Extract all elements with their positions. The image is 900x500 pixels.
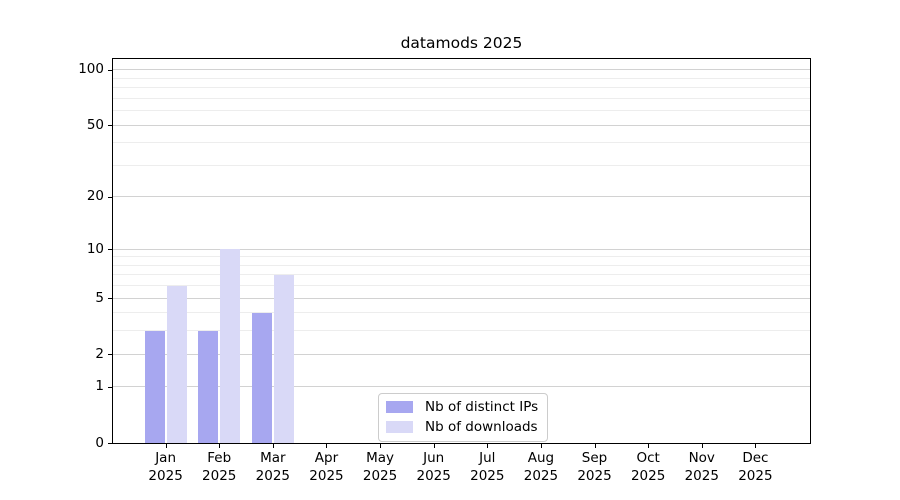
gridline-minor (113, 77, 810, 79)
x-tick-label: May 2025 (362, 450, 398, 484)
y-tick-label: 2 (95, 345, 104, 362)
x-tick-label: Feb 2025 (202, 450, 237, 484)
x-tick-mark (165, 444, 167, 448)
y-tick-mark (108, 354, 112, 356)
y-tick-label: 1 (95, 378, 104, 395)
bar-distinct-ips (198, 330, 219, 443)
gridline-major (113, 248, 810, 250)
gridline-minor (113, 330, 810, 332)
y-tick-label: 100 (78, 61, 104, 78)
gridline-minor (113, 264, 810, 266)
gridline-minor (113, 164, 810, 166)
x-tick-mark (326, 444, 328, 448)
legend-item-distinct-ips: Nb of distinct IPs (386, 399, 538, 415)
y-tick-mark (108, 69, 112, 71)
y-tick-mark (108, 443, 112, 444)
plot-area: Nb of distinct IPs Nb of downloads (112, 58, 811, 444)
y-tick-mark (108, 386, 112, 388)
x-tick-mark (648, 444, 650, 448)
legend-swatch-downloads (386, 421, 413, 433)
gridline-minor (113, 87, 810, 89)
x-tick-label: Apr 2025 (309, 450, 344, 484)
y-tick-label: 0 (95, 434, 104, 451)
gridline-minor (113, 97, 810, 99)
x-tick-mark (540, 444, 542, 448)
gridline-major (113, 353, 810, 355)
gridline-minor (113, 312, 810, 314)
bar-distinct-ips (251, 312, 272, 443)
x-tick-mark (433, 444, 435, 448)
x-tick-label: Sep 2025 (577, 450, 612, 484)
bar-downloads (166, 285, 187, 443)
x-tick-label: Jan 2025 (148, 450, 183, 484)
x-tick-mark (487, 444, 489, 448)
y-tick-mark (108, 125, 112, 127)
y-tick-mark (108, 196, 112, 198)
gridline-minor (113, 274, 810, 276)
gridline-major (113, 386, 810, 388)
gridline-major (113, 297, 810, 299)
gridline-major (113, 69, 810, 71)
gridline-major (113, 196, 810, 198)
x-tick-label: Jun 2025 (416, 450, 451, 484)
y-tick-mark (108, 249, 112, 251)
y-tick-label: 10 (86, 240, 104, 257)
x-tick-mark (272, 444, 274, 448)
legend-label-downloads: Nb of downloads (425, 419, 538, 435)
y-tick-label: 20 (86, 188, 104, 205)
bar-downloads (273, 274, 294, 443)
bar-distinct-ips (144, 330, 165, 443)
x-tick-label: Mar 2025 (255, 450, 291, 484)
x-tick-label: Nov 2025 (684, 450, 719, 484)
legend-item-downloads: Nb of downloads (386, 419, 538, 435)
gridline-major (113, 124, 810, 126)
gridline-minor (113, 110, 810, 112)
x-tick-mark (701, 444, 703, 448)
chart-title: datamods 2025 (400, 34, 523, 52)
y-tick-label: 5 (95, 289, 104, 306)
x-tick-mark (755, 444, 757, 448)
x-tick-label: Aug 2025 (523, 450, 559, 484)
x-tick-label: Jul 2025 (470, 450, 505, 484)
gridline-minor (113, 285, 810, 287)
legend-label-distinct-ips: Nb of distinct IPs (425, 399, 539, 415)
legend: Nb of distinct IPs Nb of downloads (378, 393, 549, 442)
x-tick-label: Oct 2025 (630, 450, 666, 484)
legend-swatch-distinct-ips (386, 401, 413, 413)
bar-downloads (220, 249, 241, 443)
x-tick-mark (380, 444, 382, 448)
gridline-minor (113, 142, 810, 144)
x-tick-label: Dec 2025 (738, 450, 773, 484)
gridline-minor (113, 256, 810, 258)
y-tick-label: 50 (86, 116, 104, 133)
x-tick-mark (594, 444, 596, 448)
x-tick-mark (219, 444, 221, 448)
y-tick-mark (108, 298, 112, 300)
